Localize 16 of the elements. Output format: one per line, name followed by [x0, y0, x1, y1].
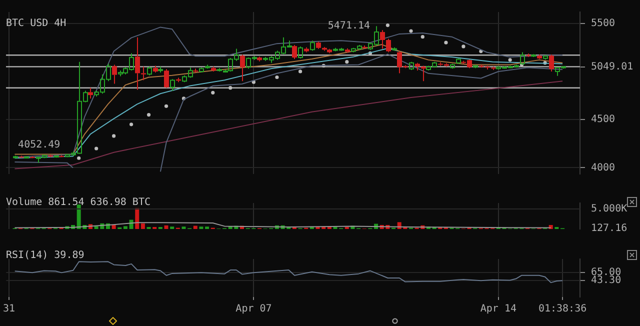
x-tick-label: 31: [3, 304, 16, 315]
y-tick-label: 4000: [591, 162, 616, 174]
annotation: 4052.49: [18, 139, 60, 150]
y-tick-label: 5500: [591, 18, 616, 29]
text: BTC USD 4H: [6, 18, 66, 29]
chart-title: Volume 861.54 636.98 BTC: [6, 197, 150, 208]
x-tick-label: Apr 07: [236, 304, 272, 315]
y-tick-label: 127.16: [591, 223, 628, 234]
y-tick-label: 5.000K: [591, 204, 628, 215]
y-tick-label: 5049.01: [591, 61, 634, 72]
y-tick-label: 4500: [591, 114, 616, 126]
chart-title: RSI(14) 39.89: [6, 250, 84, 261]
y-tick-label: 43.30: [591, 275, 622, 286]
annotation: 5471.14: [328, 20, 370, 32]
x-tick-label: 01:38:36: [538, 304, 587, 315]
x-tick-label: Apr 14: [480, 304, 516, 315]
